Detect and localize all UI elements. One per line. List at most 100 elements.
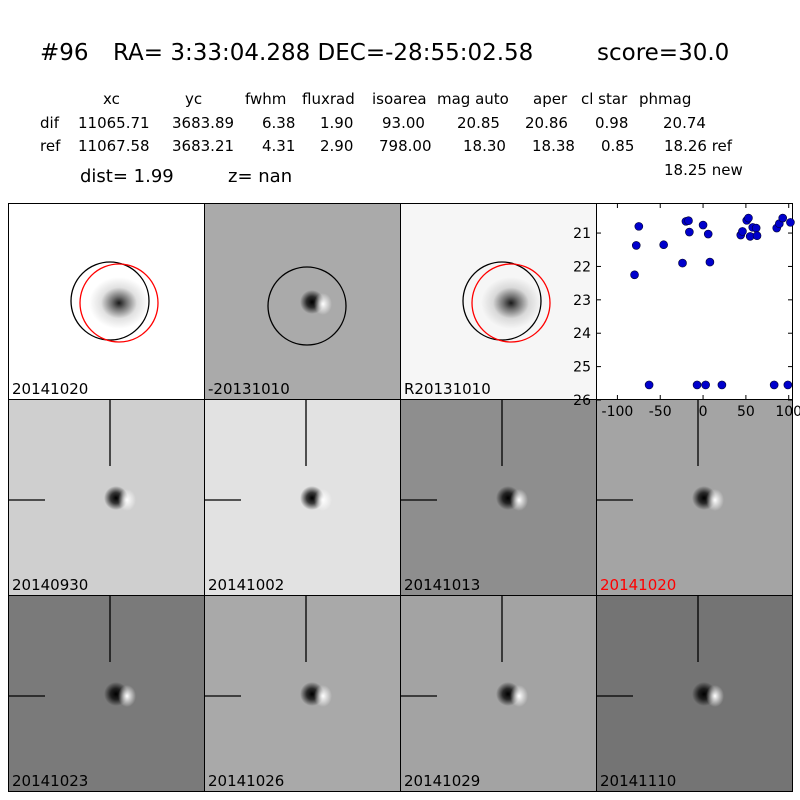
image-cutout: 20141020 (8, 203, 205, 400)
data-point (698, 220, 708, 230)
stats-cell: 3683.21 (172, 137, 235, 155)
source-light-lobe (314, 293, 332, 315)
reference-circle (79, 263, 159, 343)
cutout-date-label: 20141110 (600, 772, 677, 790)
x-tick-label: -50 (649, 404, 672, 420)
data-point (738, 227, 747, 236)
image-cutout: 20141023 (8, 595, 205, 792)
reference-circle (471, 263, 551, 343)
lightcurve-plot: -100 -50 0 50 100 21 22 23 24 25 26 (573, 203, 800, 420)
stats-cell: 0.98 (595, 114, 629, 132)
data-point (752, 231, 762, 241)
cutout-date-label: 20141029 (404, 772, 481, 790)
image-cutout: 20140930 (8, 399, 205, 596)
x-tick-label: -100 (602, 404, 634, 420)
source-light-lobe (314, 489, 332, 511)
stats-cell: 11065.71 (78, 114, 150, 132)
data-point (644, 380, 654, 390)
stats-cell: 798.00 (379, 137, 432, 155)
cutout-image (70, 261, 159, 343)
stats-row-label: ref (40, 137, 61, 155)
lightcurve-svg: -100 -50 0 50 100 21 22 23 24 25 26 (573, 203, 800, 420)
data-point (678, 258, 687, 268)
stats-cell: 4.31 (262, 137, 296, 155)
data-point (684, 216, 693, 225)
stats-col-header: isoarea (372, 90, 427, 108)
data-point (703, 229, 713, 239)
data-point (659, 240, 668, 250)
stats-col-header: xc (103, 90, 120, 108)
x-tick-label: 100 (775, 404, 800, 420)
data-point (634, 222, 644, 231)
data-point (701, 380, 710, 390)
cutout-date-label: 20141020 (12, 380, 89, 398)
cutout-grid: 20141020 -20131010 R20131010 20140930 201410… (8, 203, 793, 792)
candidate-coords: RA= 3:33:04.288 DEC=-28:55:02.58 (113, 40, 534, 66)
cutout-date-label: R20131010 (404, 380, 491, 398)
data-point (705, 257, 715, 267)
dist-value: dist= 1.99 (80, 166, 174, 187)
x-tick-label: 0 (699, 404, 708, 420)
stats-cell: 18.38 (532, 137, 575, 155)
data-point (717, 380, 727, 390)
cutout-image (205, 400, 332, 511)
stats-col-header: aper (533, 90, 568, 108)
image-cutout: 20141020 (596, 399, 793, 596)
cutout-image (401, 400, 528, 511)
stats-col-header: fluxrad (302, 90, 355, 108)
stats-col-header: phmag (639, 90, 692, 108)
stats-cell: 18.26 ref (664, 137, 733, 155)
source-light-lobe (118, 685, 136, 707)
y-tick-label: 24 (573, 326, 591, 342)
cutout-date-label: 20141026 (208, 772, 285, 790)
data-point (685, 227, 694, 237)
image-cutout: -20131010 (204, 203, 401, 400)
y-tick-label: 25 (573, 360, 591, 376)
stats-cell: 20.86 (525, 114, 568, 132)
cutout-image (9, 400, 136, 511)
stats-row-label: dif (40, 114, 59, 132)
aperture-circle (267, 266, 347, 346)
stats-cell: 0.85 (601, 137, 635, 155)
stats-col-header: cl star (581, 90, 628, 108)
stats-cell: 18.30 (463, 137, 506, 155)
source-light-lobe (510, 685, 528, 707)
image-cutout: 20141002 (204, 399, 401, 596)
image-cutout: 20141029 (400, 595, 597, 792)
candidate-score: score=30.0 (597, 40, 730, 66)
image-cutout: 20141013 (400, 399, 597, 596)
cutout-image (267, 266, 347, 346)
cutout-date-label: 20141023 (12, 772, 89, 790)
stats-cell: 6.38 (262, 114, 296, 132)
candidate-title: #96 RA= 3:33:04.288 DEC=-28:55:02.58 sco… (40, 40, 729, 144)
image-cutout: 20141026 (204, 595, 401, 792)
aperture-circle (462, 261, 542, 341)
aperture-circle (70, 261, 150, 341)
cutout-date-label: 20141013 (404, 576, 481, 594)
data-point (769, 380, 779, 390)
data-point (783, 380, 793, 390)
cutout-date-label: 20140930 (12, 576, 89, 594)
y-tick-label: 22 (573, 259, 591, 275)
source-light-lobe (706, 489, 724, 511)
y-tick-label: 23 (573, 293, 591, 309)
plot-frame (596, 203, 793, 400)
z-value: z= nan (228, 166, 293, 187)
stats-cell: 93.00 (382, 114, 425, 132)
stats-cell: 1.90 (320, 114, 354, 132)
x-tick-label: 50 (737, 404, 755, 420)
y-tick-label: 21 (573, 226, 591, 242)
source-light-lobe (510, 489, 528, 511)
data-point (786, 218, 795, 227)
source-light-lobe (314, 685, 332, 707)
data-point (751, 223, 761, 233)
cutout-date-label: 20141020 (600, 576, 677, 594)
source-light-lobe (706, 685, 724, 707)
candidate-id: #96 (40, 40, 89, 66)
cutout-date-label: 20141002 (208, 576, 285, 594)
stats-cell: 20.85 (457, 114, 500, 132)
stats-cell: 20.74 (663, 114, 706, 132)
stats-col-header: yc (185, 90, 203, 108)
data-point (631, 241, 641, 250)
cutout-image (9, 596, 136, 707)
